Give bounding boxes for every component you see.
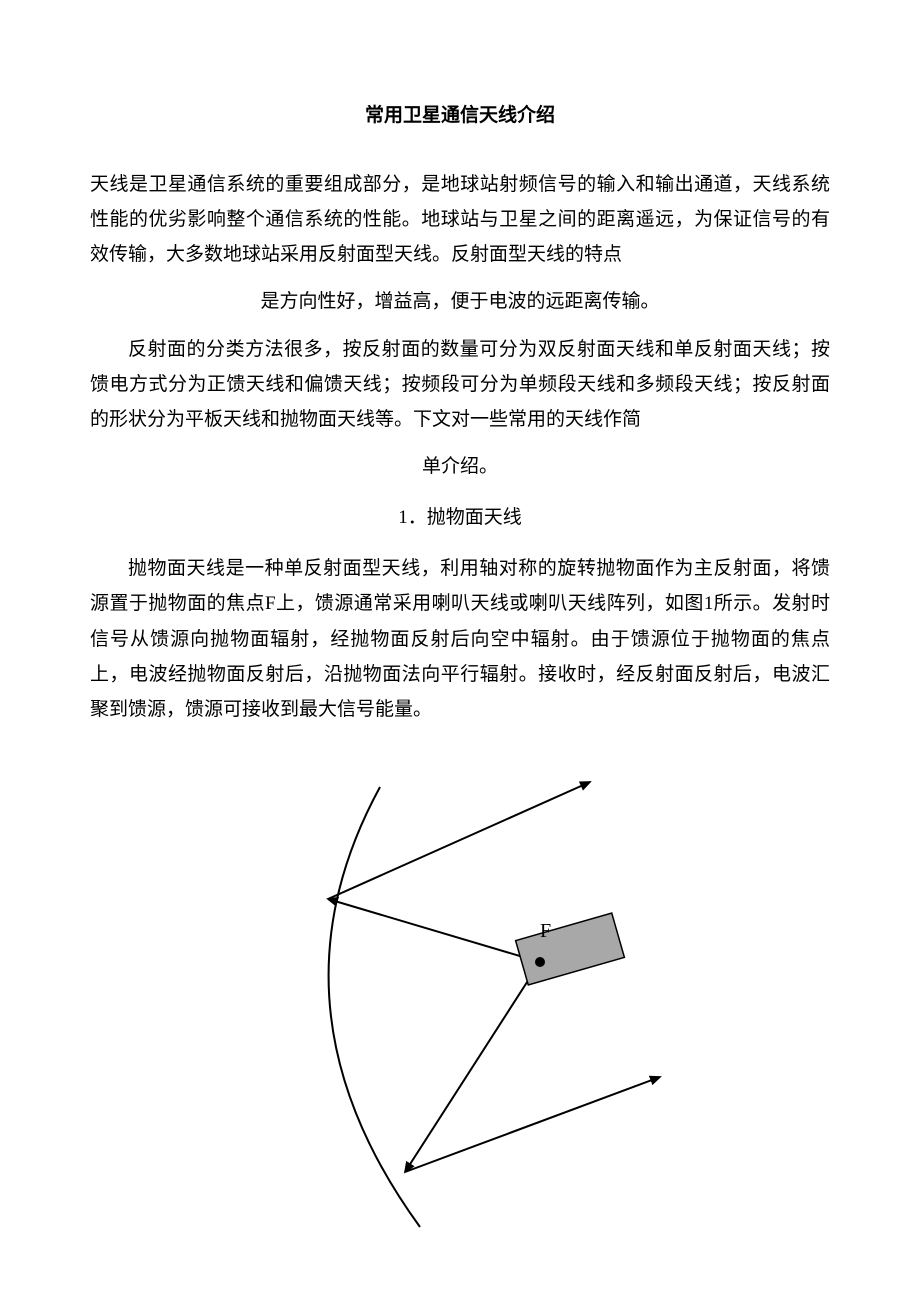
focus-point [535,957,545,967]
paragraph-1-main: 天线是卫星通信系统的重要组成部分，是地球站射频信号的输入和输出通道，天线系统性能… [90,167,830,272]
ray-line [328,782,590,899]
paragraph-1-tail: 是方向性好，增益高，便于电波的远距离传输。 [90,284,830,319]
ray-line [405,1077,660,1172]
parabola-curve [329,787,420,1227]
focus-label: F [540,920,551,942]
paragraph-3: 抛物面天线是一种单反射面型天线，利用轴对称的旋转抛物面作为主反射面，将馈源置于抛… [90,551,830,727]
paragraph-2-tail: 单介绍。 [90,449,830,484]
feed-horn [516,913,625,985]
ray-lines [328,782,660,1172]
document-page: 常用卫星通信天线介绍 天线是卫星通信系统的重要组成部分，是地球站射频信号的输入和… [0,0,920,1302]
ray-line [405,962,540,1172]
paragraph-2-main: 反射面的分类方法很多，按反射面的数量可分为双反射面天线和单反射面天线；按馈电方式… [90,332,830,437]
figure-parabolic-antenna: F [190,757,730,1237]
document-title: 常用卫星通信天线介绍 [90,100,830,127]
section-1-title: 1．抛物面天线 [90,500,830,535]
ray-line [328,899,540,962]
